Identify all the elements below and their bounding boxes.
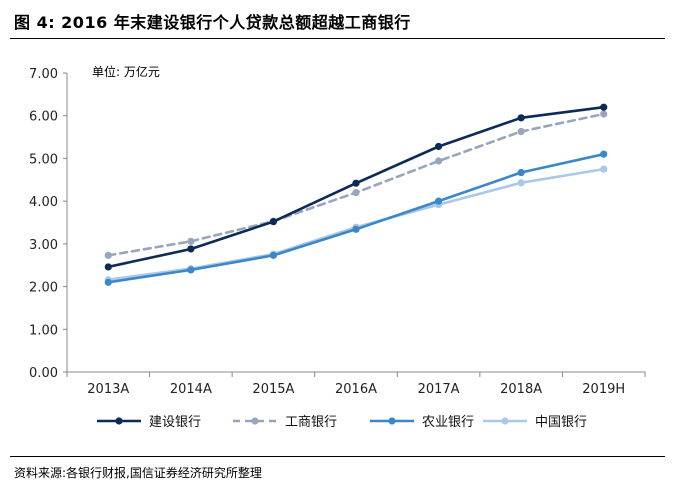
y-tick-label: 2.00 [29,281,58,296]
data-point [352,179,360,187]
x-tick-label: 2015A [252,382,294,397]
data-point [517,168,525,177]
data-point [434,142,443,151]
data-point [187,245,195,253]
legend-label: 中国银行 [535,415,587,430]
chart-axes: 0.00 1.00 2.00 3.00 4.00 5.00 6.00 7.00 2013A 201… [29,67,646,397]
legend-marker [388,417,396,425]
data-point [269,218,278,226]
y-tick-label: 4.00 [29,195,58,210]
footer-rule [10,456,665,457]
unit-label: 单位: 万亿元 [92,64,160,79]
y-tick-label: 6.00 [29,110,58,125]
data-point [434,197,443,205]
series-lines [104,103,608,286]
data-point [104,278,112,286]
legend-marker [251,417,259,425]
x-tick-label: 2017A [418,382,460,397]
source-note: 资料来源:各银行财报,国信证券经济研究所整理 [14,466,262,480]
line-chart: 单位: 万亿元 0.00 1.00 2.00 3.00 4.00 5.00 6.00 7.00… [29,64,646,430]
data-point [187,266,195,274]
y-tick-label: 1.00 [29,323,58,338]
legend-label: 农业银行 [422,415,474,430]
data-point [104,263,112,271]
data-point [517,179,525,187]
y-tick-label: 0.00 [29,366,58,381]
data-point [352,189,360,197]
data-point [600,150,608,158]
x-tick-label: 2013A [87,382,129,397]
legend-marker [115,417,123,425]
data-point [600,110,608,118]
y-tick-label: 5.00 [29,152,58,167]
data-point [269,251,278,259]
x-tick-label: 2014A [170,382,212,397]
data-point [517,127,525,136]
x-tick-label: 2016A [335,382,377,397]
x-tick-label: 2019H [582,382,625,397]
y-tick-label: 7.00 [29,67,58,82]
legend-label: 工商银行 [285,415,337,430]
y-tick-label: 3.00 [29,238,58,253]
data-point [600,103,608,111]
legend-marker [501,417,509,425]
legend-label: 建设银行 [149,415,201,430]
data-point [352,225,360,233]
data-point [434,157,443,165]
data-point [187,237,195,245]
figure-title: 图 4: 2016 年末建设银行个人贷款总额超越工商银行 [14,13,411,32]
data-point [600,165,608,173]
data-point [517,114,525,122]
chart-legend: 建设银行 工商银行 农业银行 中国银行 [97,415,587,430]
x-tick-label: 2018A [500,382,542,397]
data-point [104,251,112,259]
series-line-2 [107,152,606,284]
title-rule [10,38,665,39]
